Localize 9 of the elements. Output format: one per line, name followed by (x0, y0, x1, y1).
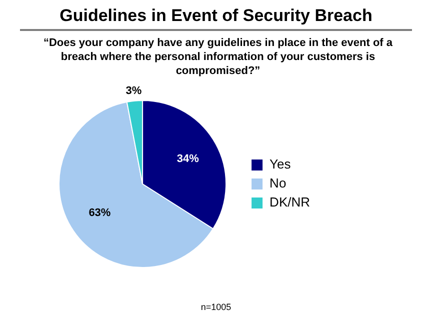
chart-title: Guidelines in Event of Security Breach (58, 6, 374, 26)
legend-label: No (270, 176, 286, 191)
chart-subtitle: “Does your company have any guidelines in place in the event of a breach where the personal information of your customers is compromised?” (42, 36, 394, 78)
legend-label: DK/NR (270, 194, 310, 210)
text: n=1005 (200, 302, 232, 312)
data-label: 34% (176, 153, 200, 166)
data-label: 63% (88, 207, 111, 220)
legend-label: Yes (270, 156, 292, 172)
data-label: 3% (126, 84, 142, 97)
